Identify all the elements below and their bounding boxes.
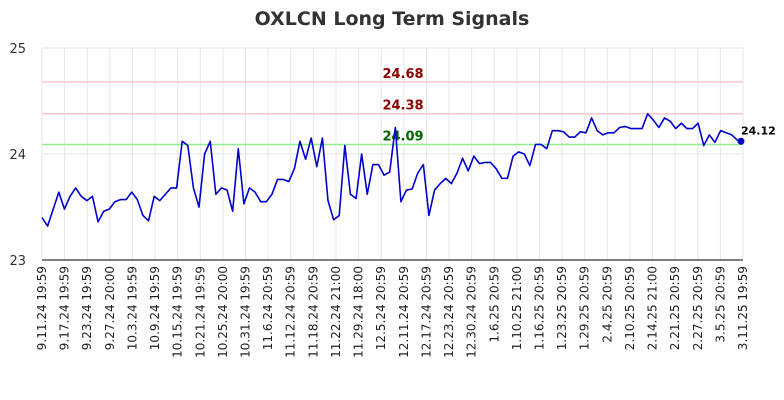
x-tick-label: 11.18.24 20:59 [306,266,320,358]
x-tick-label: 2.4.25 20:59 [600,266,614,343]
x-tick-label: 9.17.24 19:59 [58,266,72,350]
x-tick-label: 11.22.24 21:00 [329,266,343,358]
signal-lines: 24.68 24.38 24.09 [42,67,743,146]
x-tick-label: 10.9.24 19:59 [148,266,162,350]
x-tick-label: 12.5.24 20:59 [374,266,388,350]
x-tick-label: 10.3.24 19:59 [125,266,139,350]
x-tick-label: 11.12.24 20:59 [284,266,298,358]
x-tick-label: 10.15.24 19:59 [171,266,185,358]
x-tick-label: 10.21.24 19:59 [193,266,207,358]
x-tick-label: 3.11.25 19:59 [736,266,750,350]
x-tick-label: 9.11.24 19:59 [35,266,49,350]
x-tick-label: 2.14.25 21:00 [646,266,660,350]
x-tick-label: 2.21.25 20:59 [668,266,682,350]
x-tick-label: 2.10.25 20:59 [623,266,637,350]
x-tick-label: 12.17.24 20:59 [419,266,433,358]
y-tick-label: 25 [9,42,26,57]
y-tick-labels: 23 24 25 [9,42,26,269]
last-point-marker [737,137,745,145]
x-tick-label: 10.25.24 20:00 [216,266,230,358]
x-tick-label: 1.29.25 20:59 [578,266,592,350]
series-group: 24.12 [41,112,776,227]
x-tick-label: 11.6.24 20:59 [261,266,275,350]
x-tick-label: 1.23.25 20:59 [555,266,569,350]
x-tick-label: 11.29.24 18:00 [352,266,366,358]
last-value-label: 24.12 [741,124,776,137]
signal-line-label: 24.09 [382,129,423,144]
x-tick-label: 2.27.25 20:59 [691,266,705,350]
x-tick-label: 10.31.24 19:59 [239,266,253,358]
x-tick-label: 1.10.25 21:00 [510,266,524,350]
x-tick-label: 1.16.25 20:59 [532,266,546,350]
x-tick-label: 9.27.24 20:00 [103,266,117,350]
y-tick-label: 23 [9,254,26,269]
x-tick-labels: 9.11.24 19:59 9.17.24 19:59 9.23.24 19:59 9… [35,266,750,358]
signal-line-label: 24.38 [382,99,423,114]
series-line [41,112,744,227]
x-tick-label: 12.11.24 20:59 [397,266,411,358]
signal-line-label: 24.68 [382,67,423,82]
x-tick-label: 1.6.25 20:59 [487,266,501,343]
y-tick-label: 24 [9,148,26,163]
x-tick-label: 3.5.25 20:59 [713,266,727,343]
x-tick-label: 12.23.24 20:59 [442,266,456,358]
x-tick-label: 12.30.24 20:59 [465,266,479,358]
chart-title: OXLCN Long Term Signals [255,8,530,30]
x-tick-label: 9.23.24 19:59 [80,266,94,350]
